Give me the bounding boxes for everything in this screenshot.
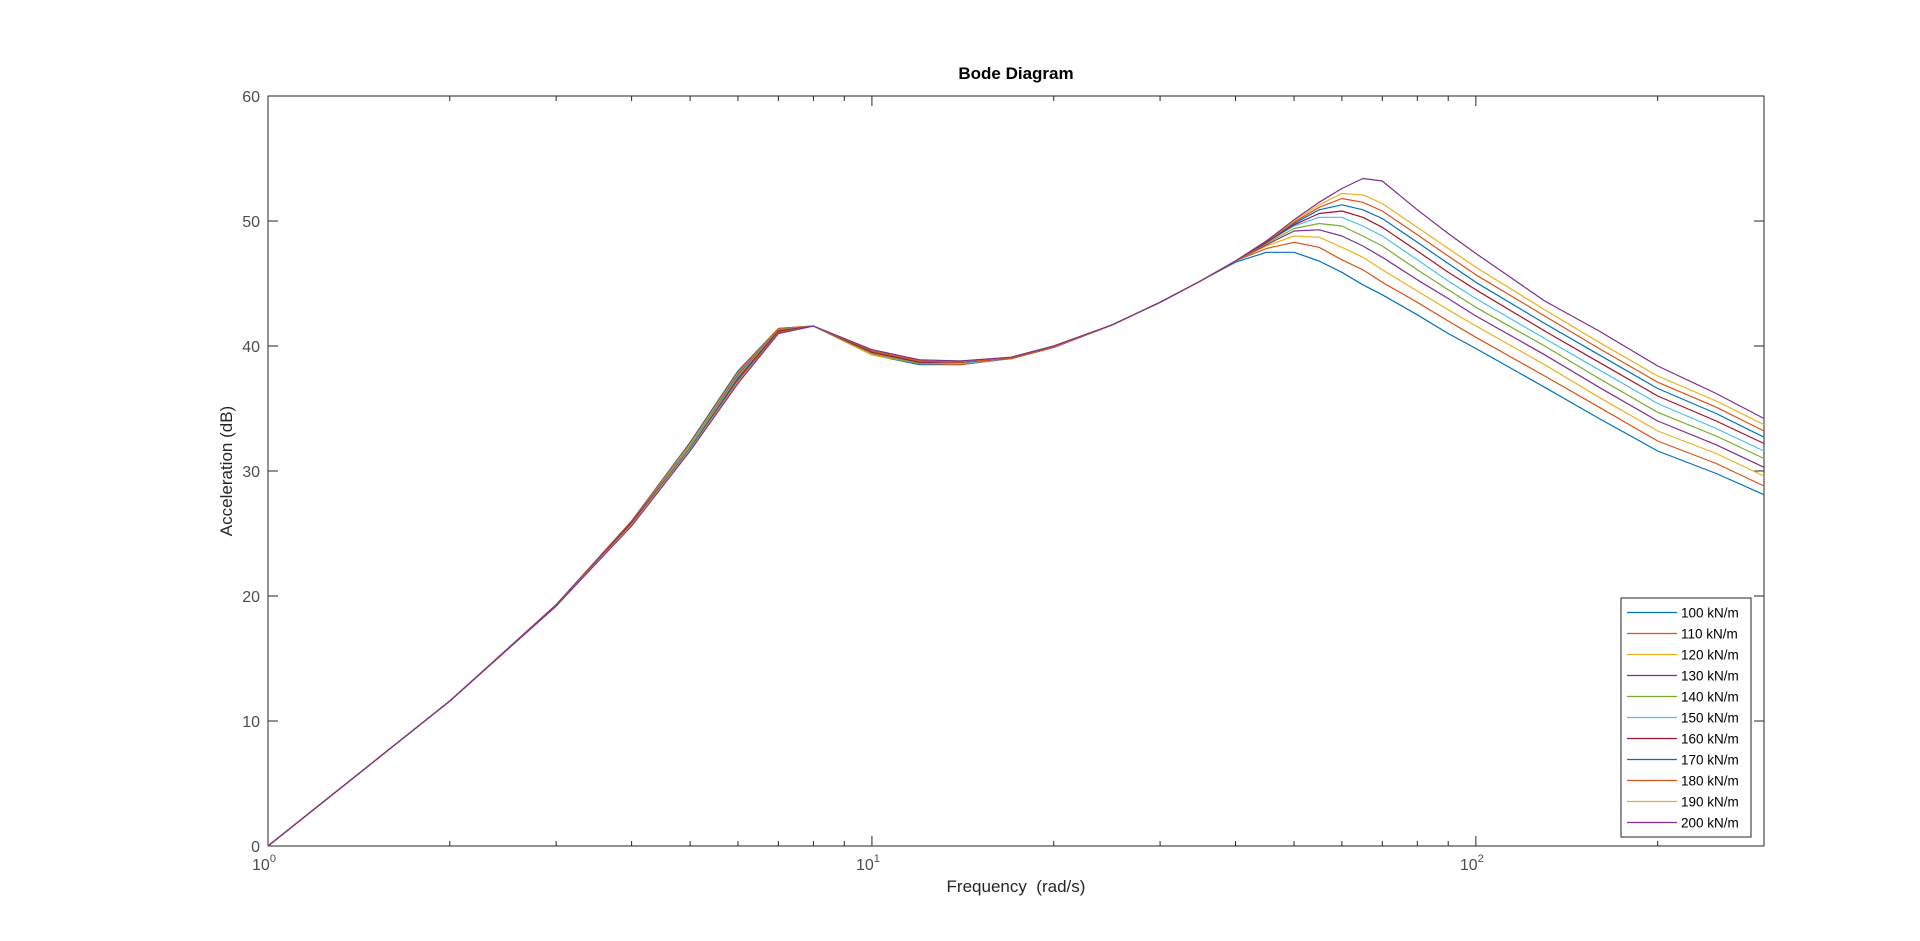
- y-axis-title: Acceleration (dB): [217, 406, 236, 536]
- x-tick-label: 100: [252, 853, 276, 874]
- legend-entry-label: 190 kN/m: [1681, 795, 1739, 810]
- chart-title: Bode Diagram: [958, 64, 1073, 83]
- x-axis-title: Frequency (rad/s): [947, 877, 1086, 896]
- y-tick-label: 30: [242, 464, 260, 481]
- y-tick-label: 40: [242, 339, 260, 356]
- legend-entry-label: 180 kN/m: [1681, 774, 1739, 789]
- y-tick-label: 10: [242, 714, 260, 731]
- legend-entry-label: 200 kN/m: [1681, 816, 1739, 831]
- y-tick-label: 60: [242, 89, 260, 106]
- x-tick-label: 102: [1460, 853, 1484, 874]
- y-tick-label: 20: [242, 589, 260, 606]
- legend-entry-label: 140 kN/m: [1681, 690, 1739, 705]
- legend-entry-label: 120 kN/m: [1681, 648, 1739, 663]
- legend-entry-label: 150 kN/m: [1681, 711, 1739, 726]
- plot-area: 0 10 20 30 40 50 60 100 101 102: [242, 89, 1765, 874]
- legend-entry-label: 160 kN/m: [1681, 732, 1739, 747]
- legend-entry-label: 110 kN/m: [1681, 627, 1738, 642]
- series-line-11: [267, 177, 1765, 847]
- legend: 100 kN/m 110 kN/m 120 kN/m 130 kN/m 140 kN/m…: [1620, 597, 1752, 838]
- y-tick-label: 0: [251, 839, 260, 856]
- y-tick-label: 50: [242, 214, 260, 231]
- legend-entry-label: 130 kN/m: [1681, 669, 1739, 684]
- x-tick-label: 101: [856, 853, 880, 874]
- legend-entry-label: 170 kN/m: [1681, 753, 1739, 768]
- legend-entry-label: 100 kN/m: [1681, 606, 1739, 621]
- axes-box: [267, 95, 1765, 847]
